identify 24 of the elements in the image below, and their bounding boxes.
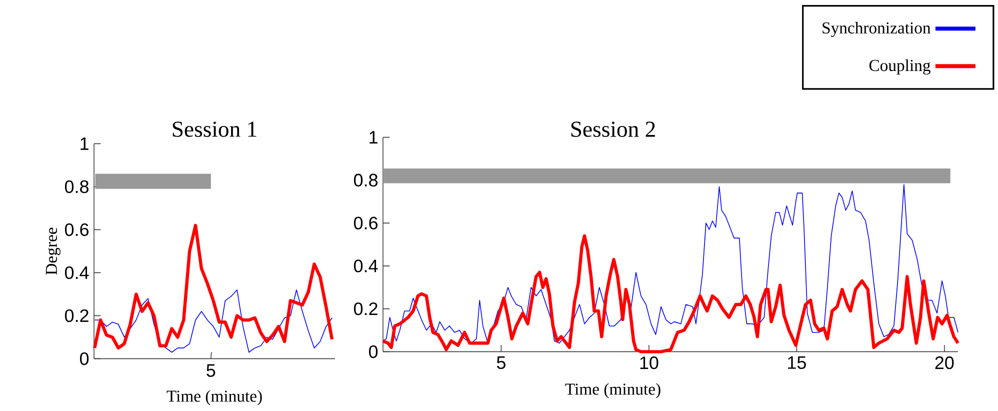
y-tick-label: 0.8 bbox=[64, 180, 89, 194]
y-tick-label: 0.2 bbox=[64, 309, 88, 322]
line-series bbox=[93, 224, 334, 350]
y-tick-label: 0.6 bbox=[354, 216, 378, 230]
y-tick-label: 1 bbox=[370, 131, 378, 144]
x-axis-title: Time (minute) bbox=[565, 383, 660, 398]
x-tick-label: 20 bbox=[935, 356, 954, 370]
y-tick-label: 0.8 bbox=[354, 174, 378, 187]
x-tick-label: 10 bbox=[640, 356, 658, 370]
y-tick-label: 0.4 bbox=[64, 266, 89, 280]
x-axis-title: Time (minute) bbox=[166, 390, 262, 406]
chart-title: Session 1 bbox=[172, 122, 256, 137]
y-tick-label: 1 bbox=[80, 138, 88, 150]
y-axis-title: Degree bbox=[46, 228, 60, 275]
y-tick-label: 0.2 bbox=[354, 302, 378, 316]
legend-label: Synchronization bbox=[822, 22, 931, 37]
legend-label: Coupling bbox=[869, 59, 930, 75]
y-tick-label: 0.4 bbox=[354, 260, 378, 272]
chart-title: Session 2 bbox=[571, 122, 655, 137]
y-tick-label: 0 bbox=[368, 345, 378, 358]
y-tick-label: 0 bbox=[80, 352, 89, 366]
x-tick-label: 15 bbox=[788, 356, 806, 369]
x-tick-label: 5 bbox=[496, 356, 506, 369]
y-tick-label: 0.6 bbox=[64, 223, 89, 236]
